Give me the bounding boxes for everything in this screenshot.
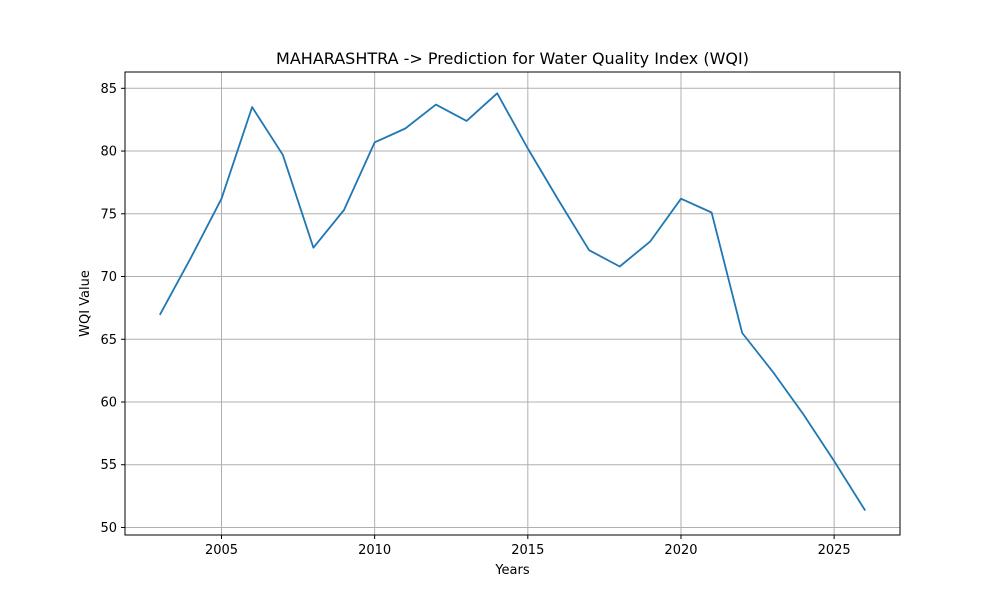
x-tick-label: 2005 [205,543,238,558]
y-tick-label: 75 [100,207,117,222]
chart-title: MAHARASHTRA -> Prediction for Water Qual… [276,49,749,68]
y-tick-label: 55 [100,458,117,473]
plot-series [159,92,866,511]
y-tick-label: 65 [100,333,117,348]
x-axis-label: Years [494,563,530,578]
grid-lines [125,72,900,535]
series-line [159,92,866,511]
x-tick-label: 2025 [818,543,851,558]
y-tick-label: 80 [100,145,117,160]
plot-frame [124,71,901,536]
y-tick-label: 50 [100,521,117,536]
y-tick-label: 60 [100,395,117,410]
y-axis-label: WQI Value [78,270,93,337]
y-tick-label: 70 [100,270,117,285]
y-axis-ticks: 50 55 60 65 70 75 80 85 [100,82,125,536]
x-axis-ticks: 2005 2010 2015 2020 2025 [205,535,851,558]
x-tick-label: 2020 [664,543,697,558]
x-tick-label: 2010 [358,543,391,558]
x-tick-label: 2015 [511,543,544,558]
y-tick-label: 85 [100,82,117,97]
